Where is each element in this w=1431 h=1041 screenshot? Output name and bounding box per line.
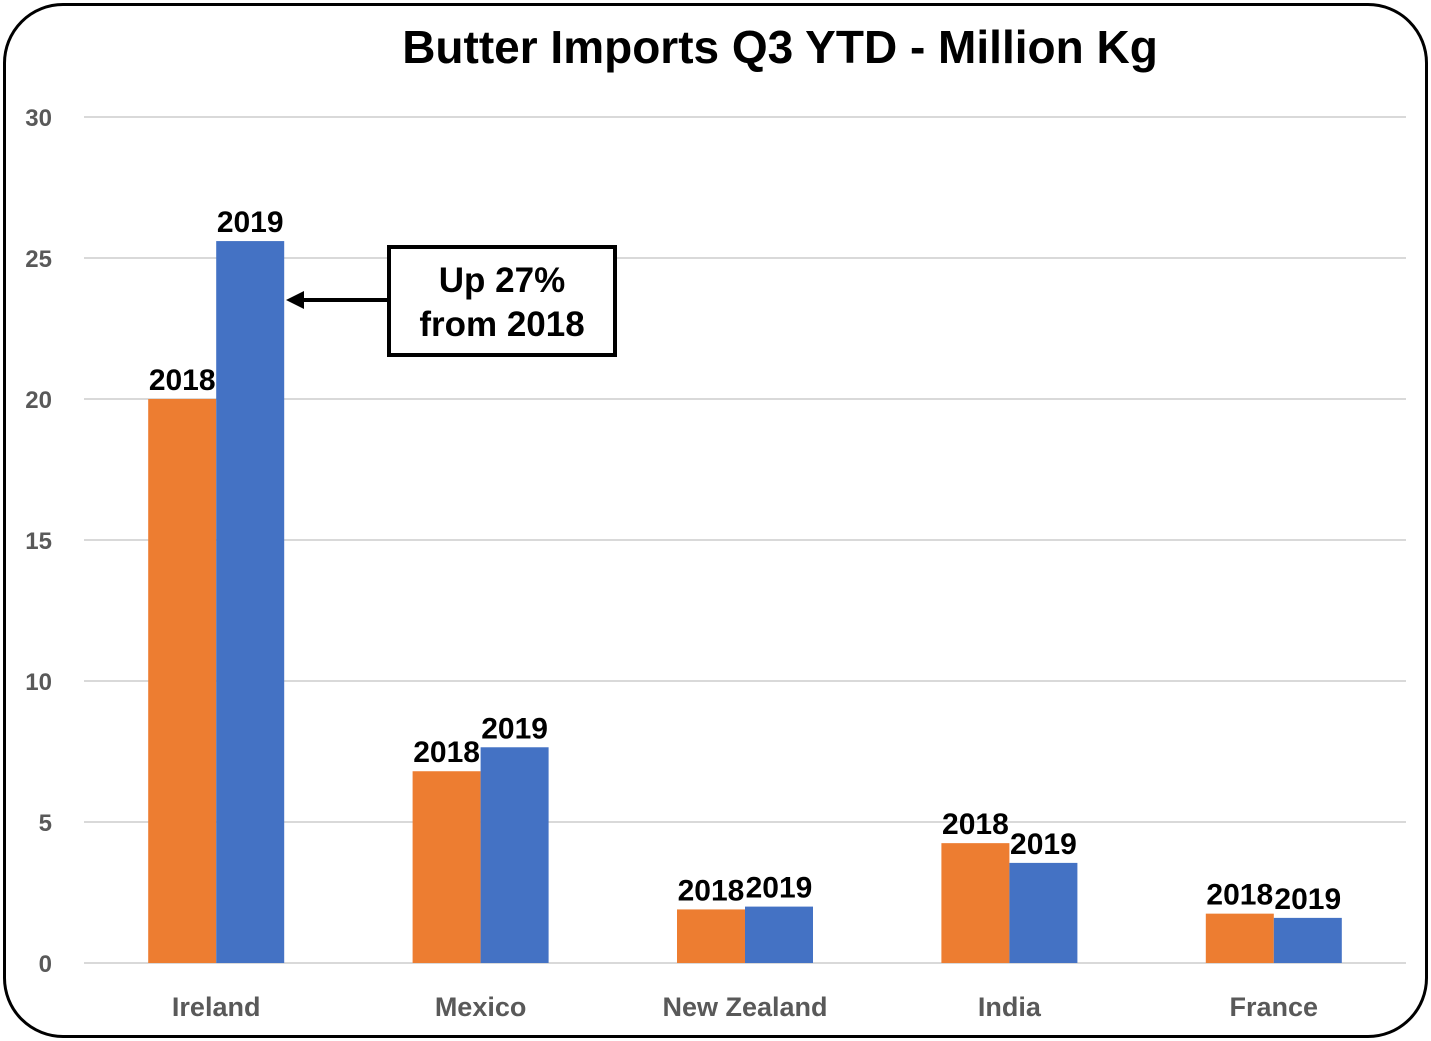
x-tick-label: India [978,992,1042,1022]
data-label: 2019 [1010,828,1077,861]
bar-2019-ireland [216,241,285,963]
data-label: 2018 [942,808,1009,841]
x-tick-label: Ireland [172,992,261,1022]
y-tick-label: 20 [25,387,52,414]
chart-frame [3,3,1428,1038]
x-tick-label: Mexico [435,992,527,1022]
bar-2019-india [1009,862,1078,963]
x-tick-label: France [1230,992,1319,1022]
bar-2018-ireland [148,399,217,963]
annotation-line-1: Up 27% [439,261,565,300]
data-label: 2018 [149,364,216,397]
data-label: 2019 [217,206,284,239]
bar-2019-mexico [480,747,549,963]
y-tick-label: 30 [25,105,52,132]
data-label: 2019 [481,712,548,745]
y-tick-label: 10 [25,669,52,696]
data-label: 2019 [1274,883,1341,916]
y-tick-label: 15 [25,528,52,555]
bar-2018-india [941,843,1010,963]
chart-title: Butter Imports Q3 YTD - Million Kg [402,21,1158,73]
bar-2018-france [1205,913,1274,963]
data-label: 2018 [413,736,480,769]
annotation-line-2: from 2018 [419,305,584,344]
bar-2018-new-zealand [677,909,745,963]
annotation-box [387,245,617,357]
annotation: Up 27% from 2018 [286,245,617,357]
data-label: 2018 [678,874,745,907]
bar-2019-france [1273,917,1342,963]
x-tick-label: New Zealand [662,992,827,1022]
data-label: 2018 [1206,879,1273,912]
bar-2019-new-zealand [745,906,813,963]
y-tick-label: 25 [25,246,52,273]
y-tick-label: 0 [39,951,52,978]
arrow-head-icon [286,291,304,309]
y-tick-label: 5 [39,810,52,837]
bar-2018-mexico [412,771,481,963]
data-label: 2019 [746,872,813,905]
